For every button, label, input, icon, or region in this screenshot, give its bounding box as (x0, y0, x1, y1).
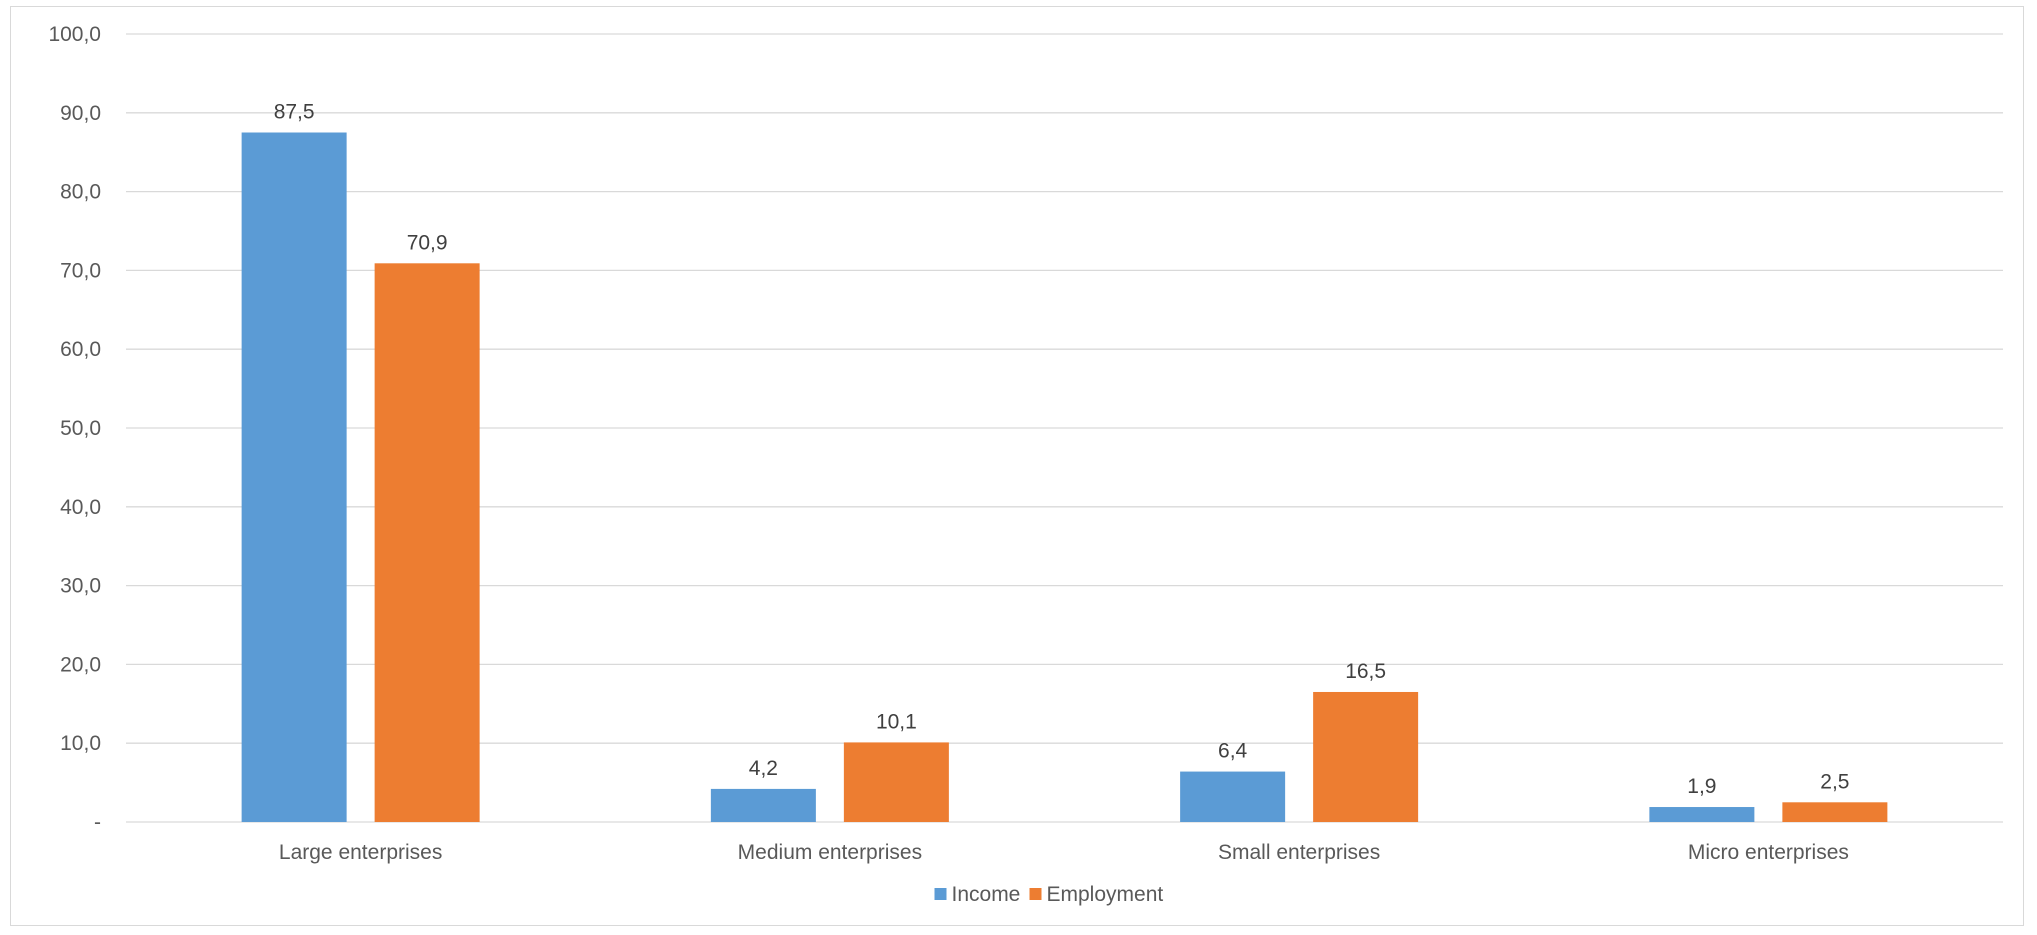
bar-employment (1782, 802, 1888, 822)
bar-employment (1313, 691, 1419, 822)
x-axis-categories: Large enterprises Medium enterprises Small… (279, 841, 1849, 864)
legend: Income Employment (934, 883, 1164, 906)
y-tick-label: 60,0 (60, 338, 101, 361)
data-label: 4,2 (749, 757, 778, 780)
bar-employment (374, 263, 480, 823)
data-label: 2,5 (1820, 770, 1849, 793)
legend-swatch-employment (1029, 888, 1042, 900)
bars (241, 132, 1888, 823)
x-category-label: Large enterprises (279, 841, 442, 864)
data-label: 6,4 (1218, 740, 1248, 763)
bar-income (710, 788, 816, 822)
x-category-label: Micro enterprises (1688, 841, 1849, 864)
y-tick-label: 50,0 (60, 417, 101, 440)
data-label: 10,1 (876, 710, 917, 733)
y-tick-label: 100,0 (48, 23, 101, 46)
legend-swatch-income (934, 888, 947, 900)
data-label: 16,5 (1345, 660, 1386, 683)
legend-label-income: Income (952, 883, 1021, 906)
y-tick-label: - (94, 811, 101, 834)
y-axis-ticks: - 10,0 20,0 30,0 40,0 50,0 60,0 70,0 80,0 90,0 100… (48, 23, 101, 834)
y-tick-label: 30,0 (60, 575, 101, 598)
y-tick-label: 70,0 (60, 259, 101, 282)
data-label: 87,5 (274, 101, 315, 124)
bar-income (241, 132, 347, 822)
x-category-label: Medium enterprises (738, 841, 922, 864)
y-tick-label: 80,0 (60, 181, 101, 204)
y-tick-label: 40,0 (60, 496, 101, 519)
y-tick-label: 10,0 (60, 732, 101, 755)
y-tick-label: 20,0 (60, 653, 101, 676)
data-label: 1,9 (1687, 775, 1716, 798)
legend-label-employment: Employment (1047, 883, 1164, 906)
bar-income (1649, 807, 1755, 822)
data-label: 70,9 (407, 231, 448, 254)
bar-income (1180, 771, 1286, 822)
data-labels: 87,5 70,9 4,2 10,1 6,4 16,5 1,9 2,5 (274, 101, 1850, 799)
y-tick-label: 90,0 (60, 102, 101, 125)
x-category-label: Small enterprises (1218, 841, 1380, 864)
bar-employment (843, 742, 949, 822)
